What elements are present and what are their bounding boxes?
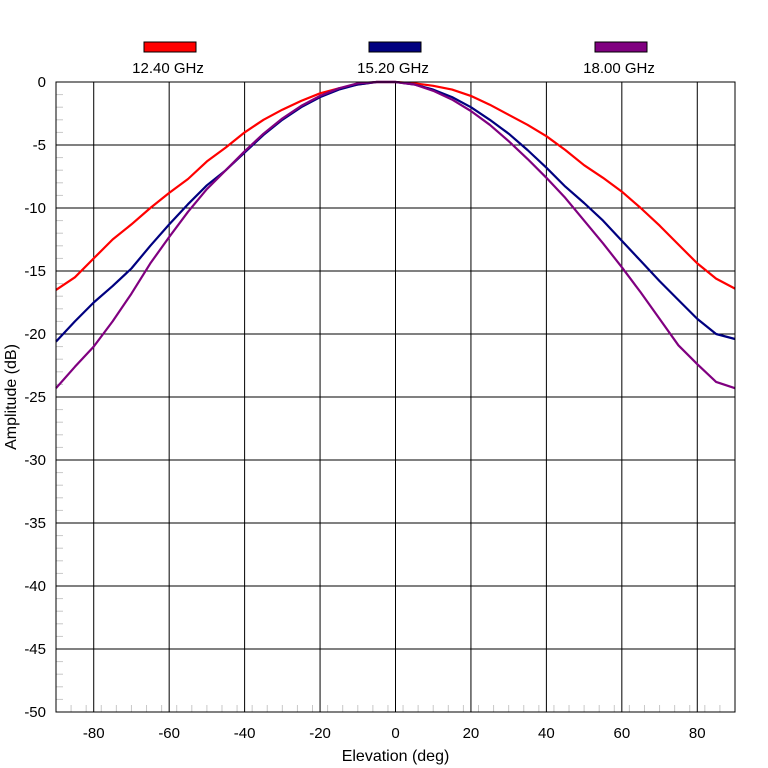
y-tick-label: -15 xyxy=(24,263,46,280)
y-tick-labels: 0 -5 -10 -15 -20 -25 -30 -35 -40 -45 -50 xyxy=(24,74,46,721)
y-tick-label: -25 xyxy=(24,389,46,406)
y-tick-label: -50 xyxy=(24,704,46,721)
x-tick-label: -40 xyxy=(234,725,256,742)
x-tick-label: 0 xyxy=(391,725,399,742)
legend-label-1: 12.40 GHz xyxy=(132,60,204,77)
plot-border xyxy=(55,81,736,713)
x-tick-label: -60 xyxy=(158,725,180,742)
legend-swatch-1 xyxy=(143,41,197,53)
legend-swatch-2 xyxy=(368,41,422,53)
legend-swatch-3 xyxy=(594,41,648,53)
y-tick-label: -20 xyxy=(24,326,46,343)
y-tick-label: -10 xyxy=(24,200,46,217)
y-tick-label: -45 xyxy=(24,641,46,658)
x-tick-labels: -80 -60 -40 -20 0 20 40 60 80 xyxy=(83,725,706,742)
x-tick-label: 80 xyxy=(689,725,706,742)
x-tick-label: -20 xyxy=(309,725,331,742)
legend: 12.40 GHz 15.20 GHz 18.00 GHz xyxy=(132,41,655,77)
x-tick-label: 60 xyxy=(613,725,630,742)
y-tick-label: 0 xyxy=(38,74,46,91)
x-tick-label: 20 xyxy=(463,725,480,742)
x-tick-label: -80 xyxy=(83,725,105,742)
legend-label-3: 18.00 GHz xyxy=(583,60,655,77)
y-tick-label: -30 xyxy=(24,452,46,469)
y-tick-label: -5 xyxy=(33,137,46,154)
y-tick-label: -40 xyxy=(24,578,46,595)
y-axis-title: Amplitude (dB) xyxy=(3,344,20,450)
x-tick-label: 40 xyxy=(538,725,555,742)
legend-label-2: 15.20 GHz xyxy=(357,60,429,77)
y-tick-label: -35 xyxy=(24,515,46,532)
x-axis-title: Elevation (deg) xyxy=(342,748,450,765)
